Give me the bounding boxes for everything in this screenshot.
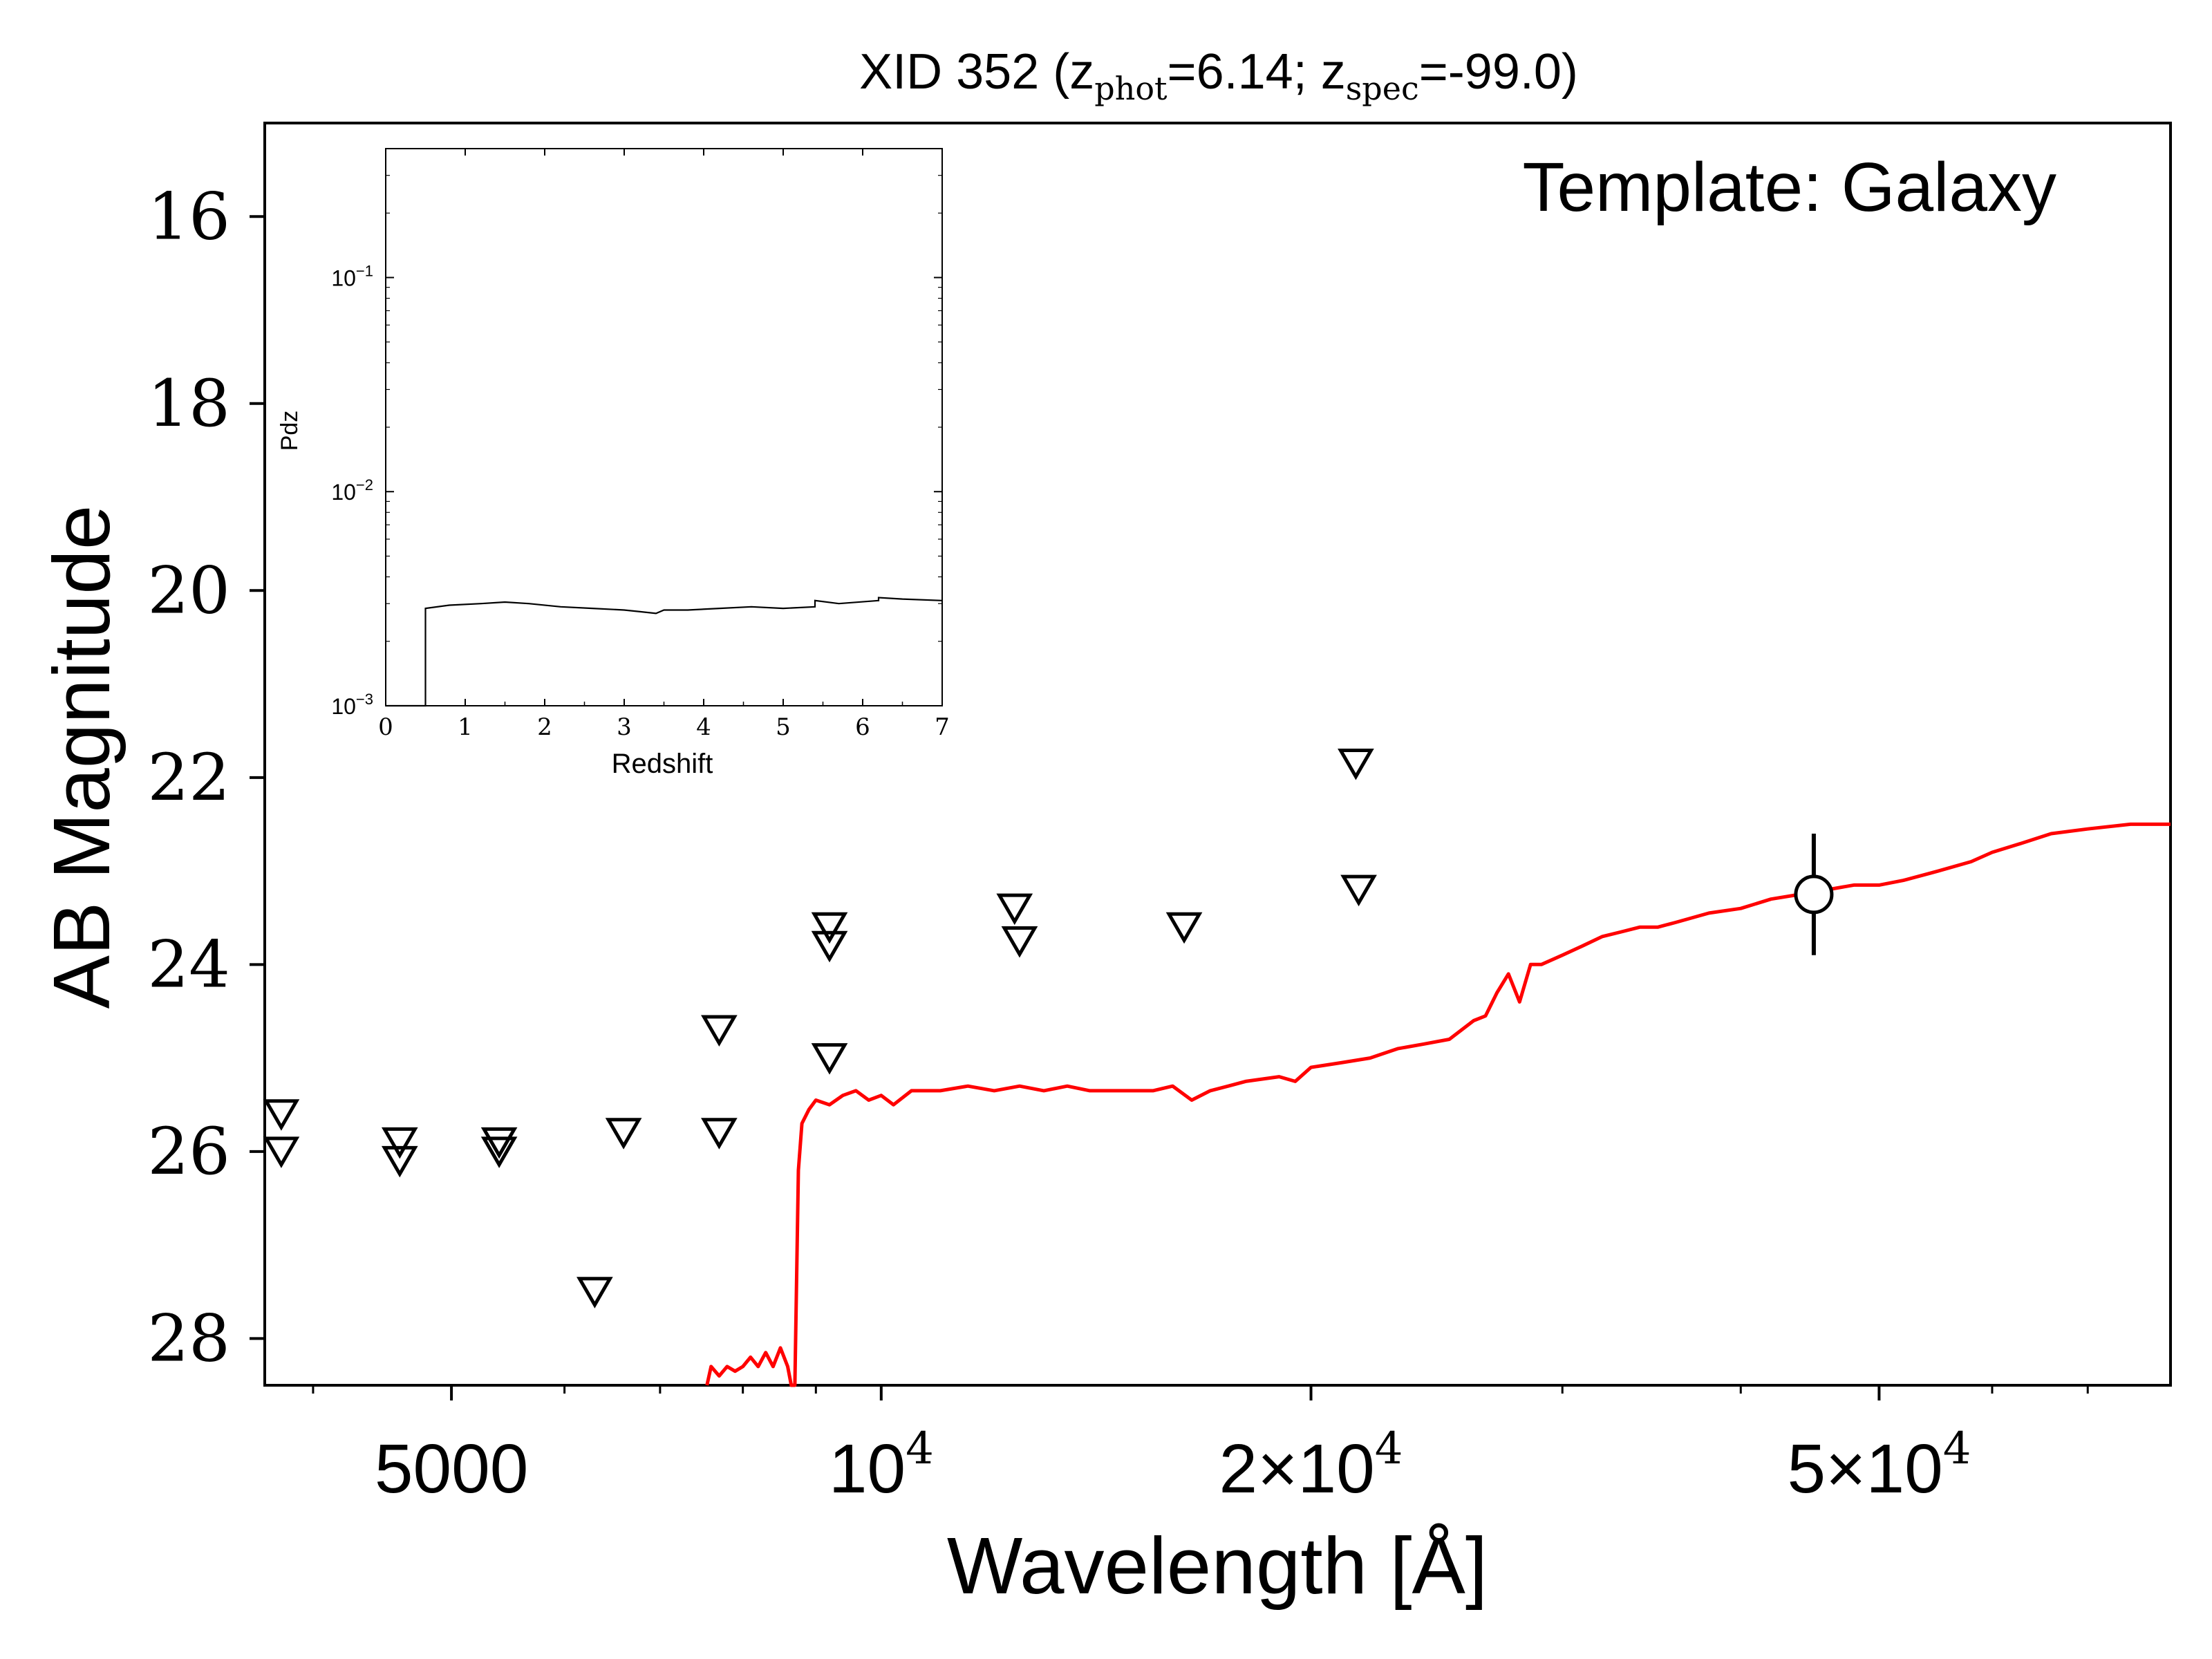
upper-limit-marker: [811, 912, 848, 944]
inset-x-tick-label: 3: [617, 713, 632, 741]
upper-limit-marker: [381, 1145, 418, 1178]
y-tick-label: 26: [147, 1114, 230, 1190]
inset-x-tick-label: 0: [378, 713, 393, 741]
y-tick-label: 28: [147, 1301, 230, 1376]
inset-x-tick-label: 6: [855, 713, 870, 741]
upper-limit-marker: [1340, 874, 1377, 907]
x-tick-label: 5000: [375, 1430, 528, 1508]
inset-x-tick-label: 5: [776, 713, 791, 741]
x-tick-label: 5×104: [1787, 1423, 1971, 1508]
x-tick-label: 2×104: [1219, 1423, 1403, 1508]
upper-limit-marker: [1001, 926, 1038, 958]
inset-background: [386, 149, 942, 706]
upper-limit-marker: [480, 1127, 518, 1159]
inset-x-axis-label: Redshift: [612, 749, 713, 779]
upper-limit-marker: [480, 1136, 518, 1168]
inset-x-tick-label: 4: [696, 713, 711, 741]
chart-title: XID 352 (zphot=6.14; zspec=-99.0): [859, 44, 1578, 107]
inset-x-tick-label: 1: [458, 713, 473, 741]
inset-y-tick-label: 10−1: [331, 262, 373, 290]
inset-y-axis-label: Pdz: [276, 411, 303, 451]
inset-x-tick-label: 2: [537, 713, 552, 741]
y-tick-label: 18: [147, 366, 230, 442]
y-axis-label: AB Magnitude: [37, 505, 126, 1009]
x-tick-label: 104: [829, 1423, 934, 1508]
inset-y-tick-label: 10−2: [331, 476, 373, 505]
template-spectrum-line: [705, 822, 2171, 1387]
upper-limit-marker: [263, 1136, 300, 1168]
upper-limit-marker: [811, 930, 848, 963]
inset-y-tick-label: 10−3: [331, 691, 373, 719]
upper-limit-marker: [1338, 749, 1374, 780]
y-tick-label: 22: [147, 740, 230, 816]
upper-limit-marker: [701, 1118, 738, 1150]
main-plot-frame: [263, 122, 2172, 1387]
y-tick-label: 24: [147, 927, 230, 1002]
upper-limit-marker: [263, 1099, 300, 1131]
upper-limit-marker: [381, 1127, 418, 1159]
x-axis-label: Wavelength [Å]: [947, 1521, 1488, 1611]
y-tick-label: 16: [147, 179, 230, 254]
upper-limit-marker: [701, 1015, 738, 1047]
upper-limit-marker: [605, 1118, 642, 1150]
inset-x-tick-label: 7: [935, 713, 950, 741]
pdz-curve: [386, 597, 943, 707]
upper-limit-marker: [577, 1277, 613, 1309]
upper-limit-marker: [811, 1043, 848, 1075]
upper-limit-marker: [1165, 912, 1203, 944]
template-annotation: Template: Galaxy: [1522, 149, 2056, 226]
detection-marker: [1794, 874, 1834, 915]
inset-frame: [385, 148, 943, 706]
upper-limit-marker: [996, 893, 1033, 926]
y-tick-label: 20: [147, 553, 230, 628]
